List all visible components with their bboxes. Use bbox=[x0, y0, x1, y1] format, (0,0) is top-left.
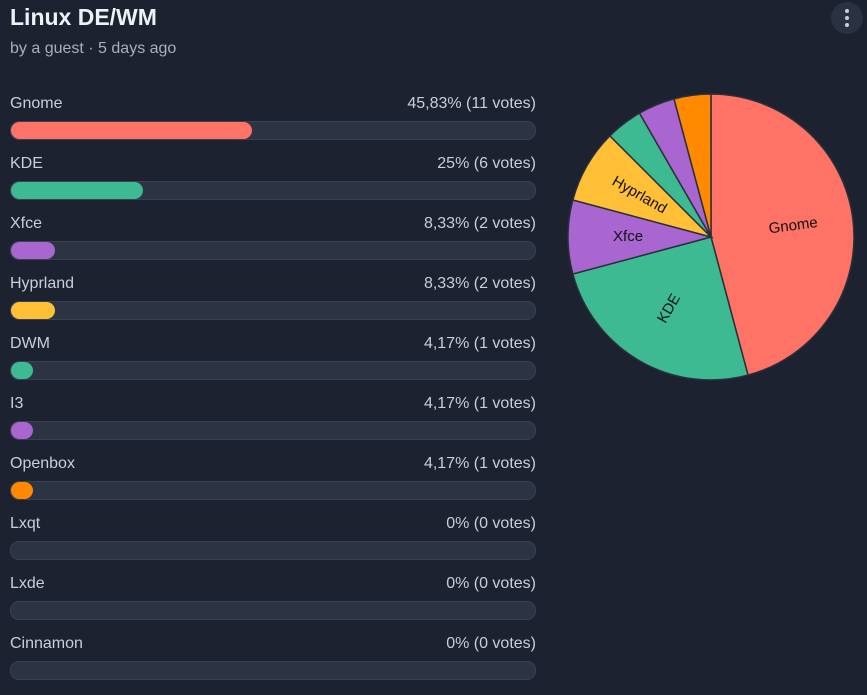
option-progress-fill bbox=[11, 362, 33, 379]
pie-label-xfce: Xfce bbox=[613, 228, 643, 245]
more-vertical-icon bbox=[845, 9, 849, 27]
option-label: Hyprland bbox=[10, 275, 75, 292]
option-progress-track bbox=[10, 661, 536, 680]
option-result: 4,17% (1 votes) bbox=[423, 395, 536, 412]
option-progress-track bbox=[10, 301, 536, 320]
option-progress-track bbox=[10, 241, 536, 260]
option-progress-track bbox=[10, 481, 536, 500]
poll-byline: by a guest · 5 days ago bbox=[10, 40, 177, 57]
option-label: Xfce bbox=[10, 215, 43, 232]
option-progress-fill bbox=[11, 122, 252, 139]
poll-option-i3[interactable]: I3 4,17% (1 votes) bbox=[10, 395, 536, 455]
poll-option-gnome[interactable]: Gnome 45,83% (11 votes) bbox=[10, 95, 536, 155]
option-label: Lxde bbox=[10, 575, 45, 592]
more-options-button[interactable] bbox=[831, 2, 863, 34]
option-label: DWM bbox=[10, 335, 50, 352]
option-progress-track bbox=[10, 121, 536, 140]
option-progress-track bbox=[10, 361, 536, 380]
option-progress-track bbox=[10, 421, 536, 440]
option-label: Openbox bbox=[10, 455, 75, 472]
option-result: 0% (0 votes) bbox=[446, 575, 536, 592]
option-label: Cinnamon bbox=[10, 635, 83, 652]
option-progress-fill bbox=[11, 422, 33, 439]
option-label: I3 bbox=[10, 395, 24, 412]
poll-option-cinnamon[interactable]: Cinnamon 0% (0 votes) bbox=[10, 635, 536, 695]
option-result: 0% (0 votes) bbox=[446, 515, 536, 532]
pie-label-gnome: Gnome bbox=[768, 214, 819, 237]
option-label: Gnome bbox=[10, 95, 63, 112]
poll-option-xfce[interactable]: Xfce 8,33% (2 votes) bbox=[10, 215, 536, 275]
pie-slice-kde bbox=[571, 236, 749, 381]
option-progress-track bbox=[10, 541, 536, 560]
option-progress-track bbox=[10, 181, 536, 200]
option-result: 45,83% (11 votes) bbox=[407, 95, 536, 112]
poll-option-lxqt[interactable]: Lxqt 0% (0 votes) bbox=[10, 515, 536, 575]
option-label: KDE bbox=[10, 155, 43, 172]
option-progress-track bbox=[10, 601, 536, 620]
option-result: 8,33% (2 votes) bbox=[423, 215, 536, 232]
poll-option-lxde[interactable]: Lxde 0% (0 votes) bbox=[10, 575, 536, 635]
option-progress-fill bbox=[11, 242, 55, 259]
option-progress-fill bbox=[11, 482, 33, 499]
pie-slice-gnome bbox=[710, 93, 855, 377]
poll-title: Linux DE/WM bbox=[10, 4, 157, 30]
pie-slice-openbox bbox=[673, 93, 712, 238]
poll-option-hyprland[interactable]: Hyprland 8,33% (2 votes) bbox=[10, 275, 536, 335]
option-result: 4,17% (1 votes) bbox=[423, 335, 536, 352]
option-result: 8,33% (2 votes) bbox=[423, 275, 536, 292]
option-label: Lxqt bbox=[10, 515, 41, 532]
pie-chart: Gnome KDE Xfce Hyprland bbox=[560, 88, 860, 393]
option-progress-fill bbox=[11, 302, 55, 319]
option-result: 25% (6 votes) bbox=[437, 155, 536, 172]
poll-option-openbox[interactable]: Openbox 4,17% (1 votes) bbox=[10, 455, 536, 515]
poll-option-dwm[interactable]: DWM 4,17% (1 votes) bbox=[10, 335, 536, 395]
option-result: 0% (0 votes) bbox=[446, 635, 536, 652]
option-result: 4,17% (1 votes) bbox=[423, 455, 536, 472]
poll-options-list: Gnome 45,83% (11 votes) KDE 25% (6 votes) Xf… bbox=[10, 95, 536, 695]
option-progress-fill bbox=[11, 182, 143, 199]
poll-option-kde[interactable]: KDE 25% (6 votes) bbox=[10, 155, 536, 215]
